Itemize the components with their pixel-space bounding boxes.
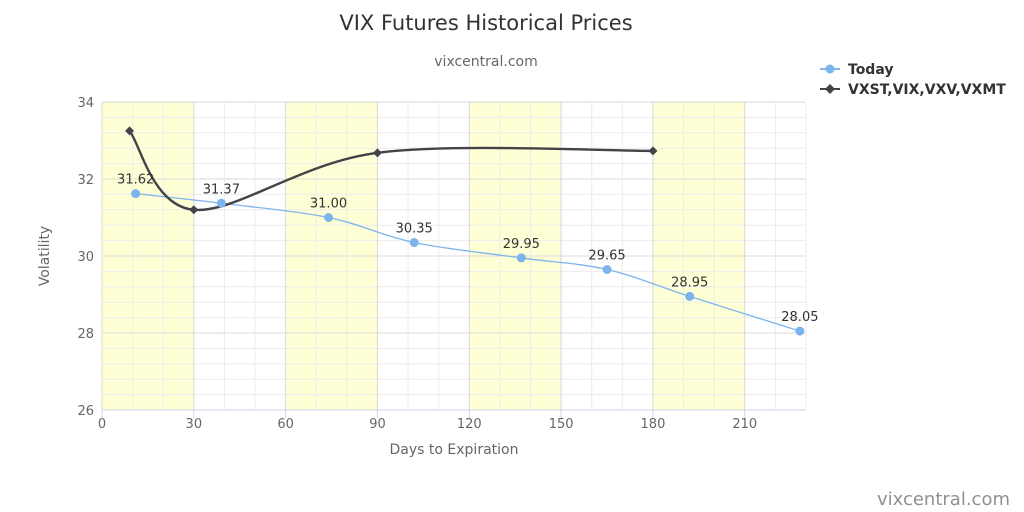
x-tick-label: 150 [549,417,574,432]
data-point-0-3[interactable] [409,238,419,248]
y-tick-label: 28 [77,327,94,342]
data-point-0-7[interactable] [795,326,805,336]
data-point-1-3[interactable] [648,146,658,156]
data-point-0-2[interactable] [324,213,334,222]
data-label: 30.35 [396,222,433,237]
x-axis-label: Days to Expiration [390,442,519,458]
series-points [125,126,805,336]
x-tick-label: 210 [732,417,757,432]
y-tick-label: 30 [77,250,94,265]
x-tick-label: 30 [186,417,203,432]
credit-text[interactable]: vixcentral.com [877,489,1010,510]
legend-marker-term [825,84,835,94]
data-labels: 31.62 31.37 31.00 30.35 29.95 29.65 28.95 28.05 [117,173,818,325]
y-tick-label: 34 [77,96,94,111]
data-label: 29.95 [503,237,540,252]
legend[interactable]: Today VXST,VIX,VXV,VXMT [820,62,1006,98]
data-point-0-0[interactable] [131,189,141,199]
data-label: 31.62 [117,173,154,188]
data-point-0-6[interactable] [685,291,695,301]
data-point-1-2[interactable] [372,148,382,158]
data-label: 29.65 [588,248,625,263]
x-tick-label: 180 [641,417,666,432]
x-tick-label: 90 [369,417,386,432]
x-tick-label: 0 [98,417,106,432]
x-tick-label: 120 [457,417,482,432]
y-tick-label: 32 [77,173,94,188]
legend-marker-today [825,64,835,74]
chart-title: VIX Futures Historical Prices [339,11,632,35]
data-label: 31.00 [310,197,347,212]
axes: 0 30 60 90 120 150 180 210 26 28 30 32 34 [77,96,806,432]
data-label: 28.95 [671,275,708,290]
y-tick-label: 26 [77,404,94,419]
data-point-0-4[interactable] [516,253,526,263]
chart-subtitle: vixcentral.com [434,54,537,70]
data-point-1-0[interactable] [125,126,135,136]
x-tick-label: 60 [277,417,294,432]
data-point-0-1[interactable] [216,198,226,208]
data-point-0-5[interactable] [602,264,612,274]
series-line-0 [135,192,801,332]
legend-item-today[interactable]: Today [820,62,893,78]
data-label: 31.37 [203,182,240,197]
data-label: 28.05 [781,310,818,325]
data-point-1-1[interactable] [189,205,199,215]
legend-label-today: Today [848,62,893,78]
series-line-1 [128,130,653,212]
series-lines [128,130,801,332]
legend-item-vxst-vix-vxv-vxmt[interactable]: VXST,VIX,VXV,VXMT [820,82,1006,98]
legend-label-term: VXST,VIX,VXV,VXMT [848,82,1006,98]
y-axis-label: Volatility [37,226,53,286]
